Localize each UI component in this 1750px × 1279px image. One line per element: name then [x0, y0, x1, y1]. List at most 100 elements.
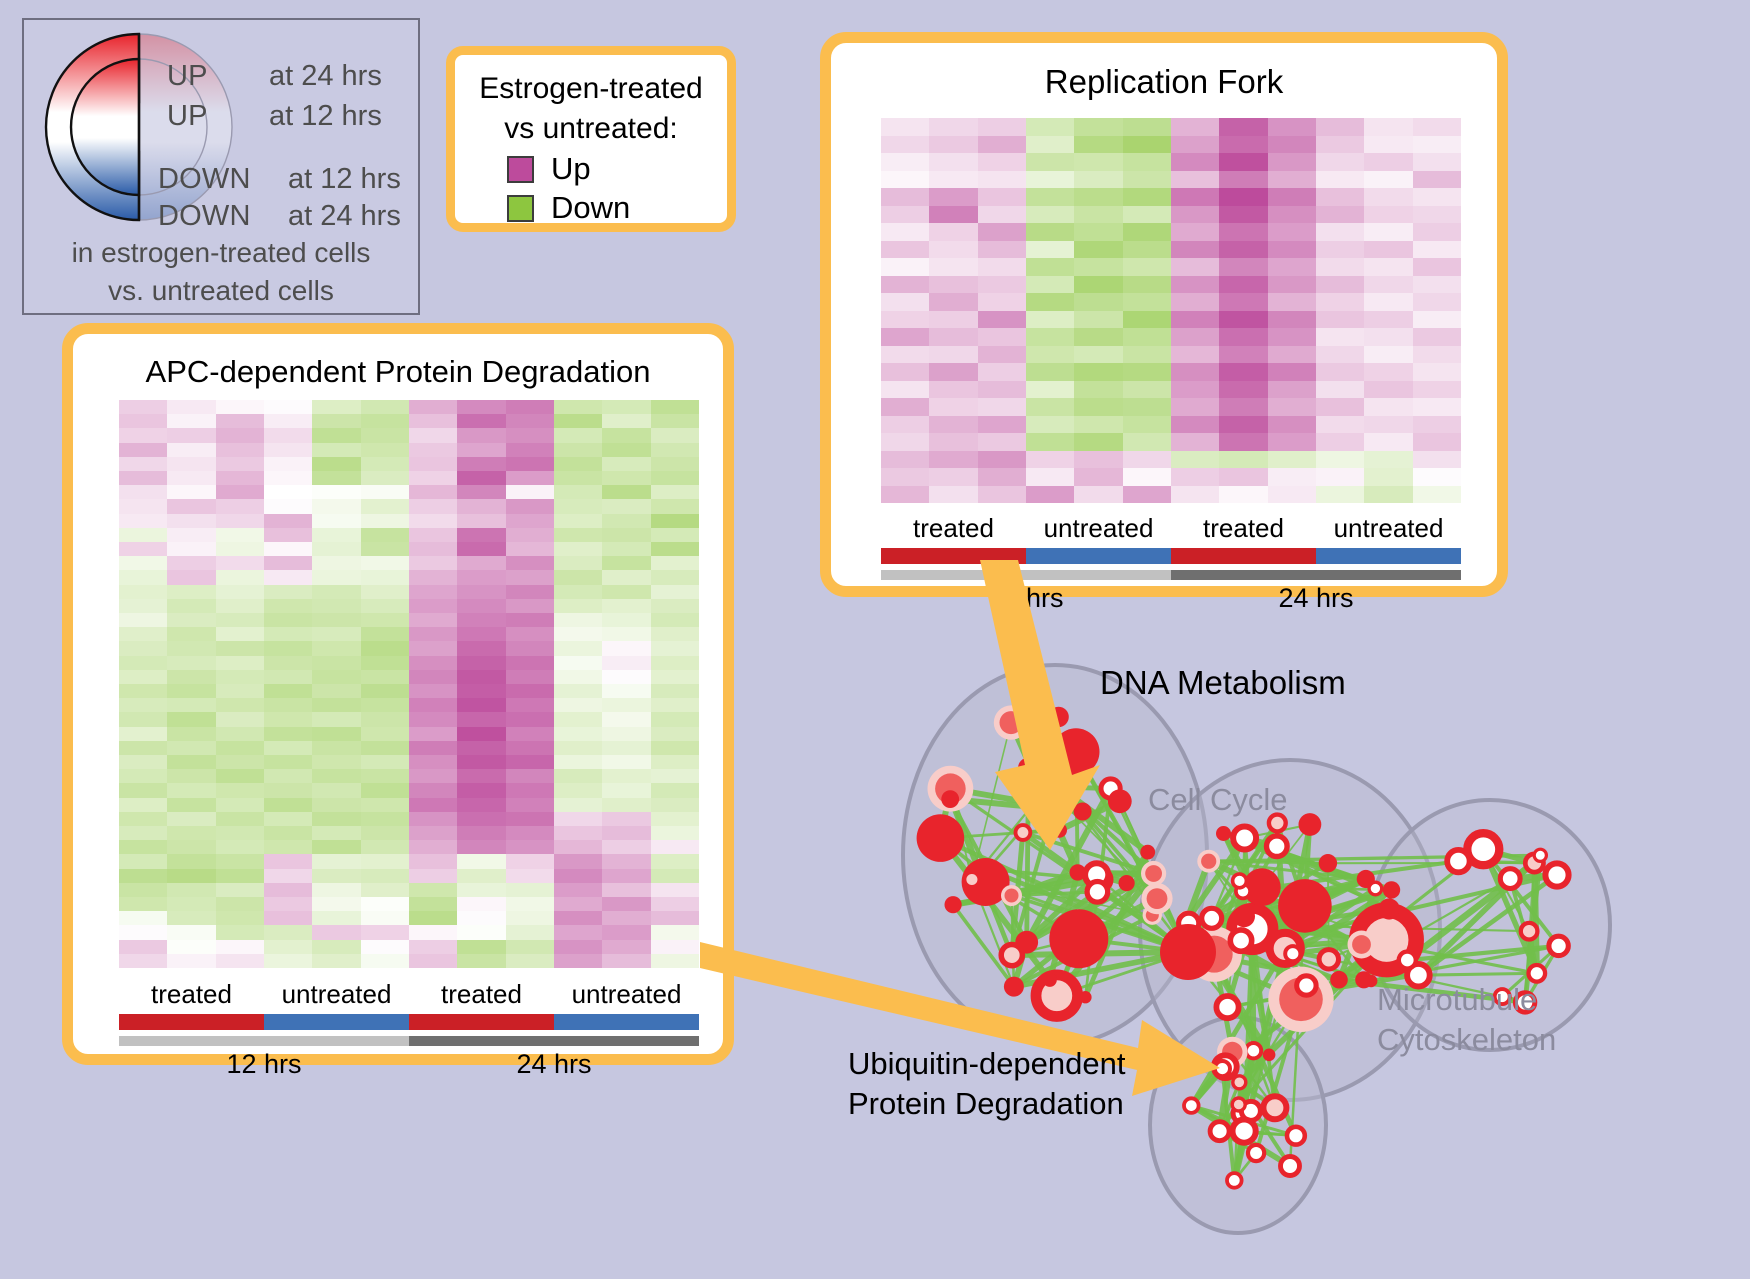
- heatmap-cell: [263, 953, 313, 968]
- heatmap-cell: [505, 584, 554, 599]
- heatmap-cell: [312, 641, 361, 656]
- heatmap-cell: [408, 669, 458, 684]
- heatmap-cell: [1074, 188, 1123, 206]
- condition-labels-apc: treated untreated treated untreated: [119, 979, 699, 1010]
- heatmap-cell: [1364, 485, 1413, 503]
- network-node: [1382, 881, 1401, 899]
- heatmap-cell: [1170, 240, 1220, 258]
- heatmap-cell: [553, 428, 603, 443]
- heatmap-cell: [360, 797, 409, 812]
- heatmap-cell: [312, 783, 361, 798]
- network-node: [1463, 829, 1504, 870]
- key-row-label-1: UP: [167, 100, 208, 132]
- network-node: [1233, 905, 1255, 928]
- heatmap-cell: [1122, 170, 1171, 188]
- heatmap-cell: [119, 428, 168, 443]
- heatmap-cell: [602, 513, 651, 528]
- heatmap-cell: [263, 499, 313, 514]
- heatmap-cell: [1315, 310, 1365, 328]
- network-node: [1284, 1124, 1308, 1147]
- heatmap-cell: [167, 598, 216, 613]
- heatmap-cell: [881, 485, 930, 503]
- heatmap-cell: [929, 223, 978, 241]
- heatmap-cell: [1219, 310, 1268, 328]
- heatmap-cell: [119, 527, 168, 542]
- heatmap-cell: [215, 811, 264, 826]
- heatmap-cell: [263, 754, 313, 770]
- key-row-when-3: at 24 hrs: [288, 200, 401, 232]
- heatmap-cell: [360, 769, 409, 784]
- heatmap-cell: [312, 428, 361, 443]
- heatmap-cell: [1219, 170, 1268, 188]
- up-down-legend-box: Estrogen-treated vs untreated: Up Down: [446, 46, 736, 232]
- heatmap-cell: [1219, 223, 1268, 241]
- heatmap-cell: [119, 868, 168, 883]
- heatmap-cell: [1122, 468, 1171, 486]
- heatmap-cell: [553, 797, 603, 812]
- heatmap-cell: [1025, 188, 1075, 206]
- heatmap-cell: [977, 433, 1026, 451]
- heatmap-cell: [119, 641, 168, 656]
- heatmap-cell: [360, 428, 409, 443]
- heatmap-cell: [602, 470, 651, 486]
- heatmap-cell: [119, 712, 168, 727]
- heatmap-cell: [505, 556, 554, 571]
- heatmap-cell: [215, 612, 264, 628]
- heatmap-cell: [505, 655, 554, 670]
- heatmap-cell: [505, 754, 554, 770]
- heatmap-cell: [602, 811, 651, 826]
- heatmap-cell: [1025, 275, 1075, 293]
- heatmap-cell: [553, 854, 603, 869]
- heatmap-cell: [119, 470, 168, 486]
- panel-title-apc: APC-dependent Protein Degradation: [145, 354, 651, 389]
- heatmap-cell: [1412, 205, 1461, 223]
- heatmap-cell: [312, 470, 361, 486]
- network-node: [1263, 833, 1290, 860]
- network-node: [944, 896, 962, 914]
- heatmap-cell: [167, 400, 216, 415]
- heatmap-cell: [1364, 328, 1413, 346]
- heatmap-cell: [505, 456, 554, 471]
- heatmap-cell: [553, 485, 603, 500]
- heatmap-cell: [360, 655, 409, 670]
- heatmap-cell: [360, 641, 409, 656]
- heatmap-cell: [881, 118, 930, 136]
- heatmap-cell: [977, 485, 1026, 503]
- network-node: [1512, 990, 1538, 1015]
- heatmap-cell: [1219, 468, 1268, 486]
- heatmap-cell: [505, 896, 554, 912]
- heatmap-cell: [215, 584, 264, 599]
- heatmap-cell: [602, 698, 651, 713]
- heatmap-cell: [1219, 380, 1268, 398]
- heatmap-cell: [360, 783, 409, 798]
- heatmap-cell: [1364, 363, 1413, 381]
- heatmap-cell: [1074, 328, 1123, 346]
- heatmap-cell: [650, 655, 699, 670]
- heatmap-cell: [167, 712, 216, 727]
- heatmap-cell: [1412, 380, 1461, 398]
- heatmap-cell: [602, 854, 651, 869]
- heatmap-cell: [167, 556, 216, 571]
- heatmap-cell: [457, 769, 506, 784]
- heatmap-cell: [215, 655, 264, 670]
- heatmap-cell: [1074, 468, 1123, 486]
- heatmap-cell: [119, 456, 168, 471]
- heatmap-cell: [881, 293, 930, 311]
- color-key-box: UP at 24 hrs UP at 12 hrs DOWN at 12 hrs…: [22, 18, 420, 315]
- heatmap-cell: [1315, 363, 1365, 381]
- network-edge: [1418, 971, 1537, 977]
- heatmap-cell: [215, 797, 264, 812]
- heatmap-cell: [881, 363, 930, 381]
- heatmap-cell: [312, 896, 361, 912]
- heatmap-cell: [312, 868, 361, 883]
- heatmap-cell: [408, 612, 458, 628]
- heatmap-cell: [1025, 468, 1075, 486]
- heatmap-cell: [929, 328, 978, 346]
- heatmap-cell: [119, 911, 168, 926]
- network-edge: [1189, 947, 1288, 1107]
- heatmap-cell: [650, 456, 699, 471]
- heatmap-cell: [215, 513, 264, 528]
- heatmap-cell: [1219, 118, 1268, 136]
- up-down-ring-diagram: [44, 32, 234, 222]
- heatmap-cell: [881, 468, 930, 486]
